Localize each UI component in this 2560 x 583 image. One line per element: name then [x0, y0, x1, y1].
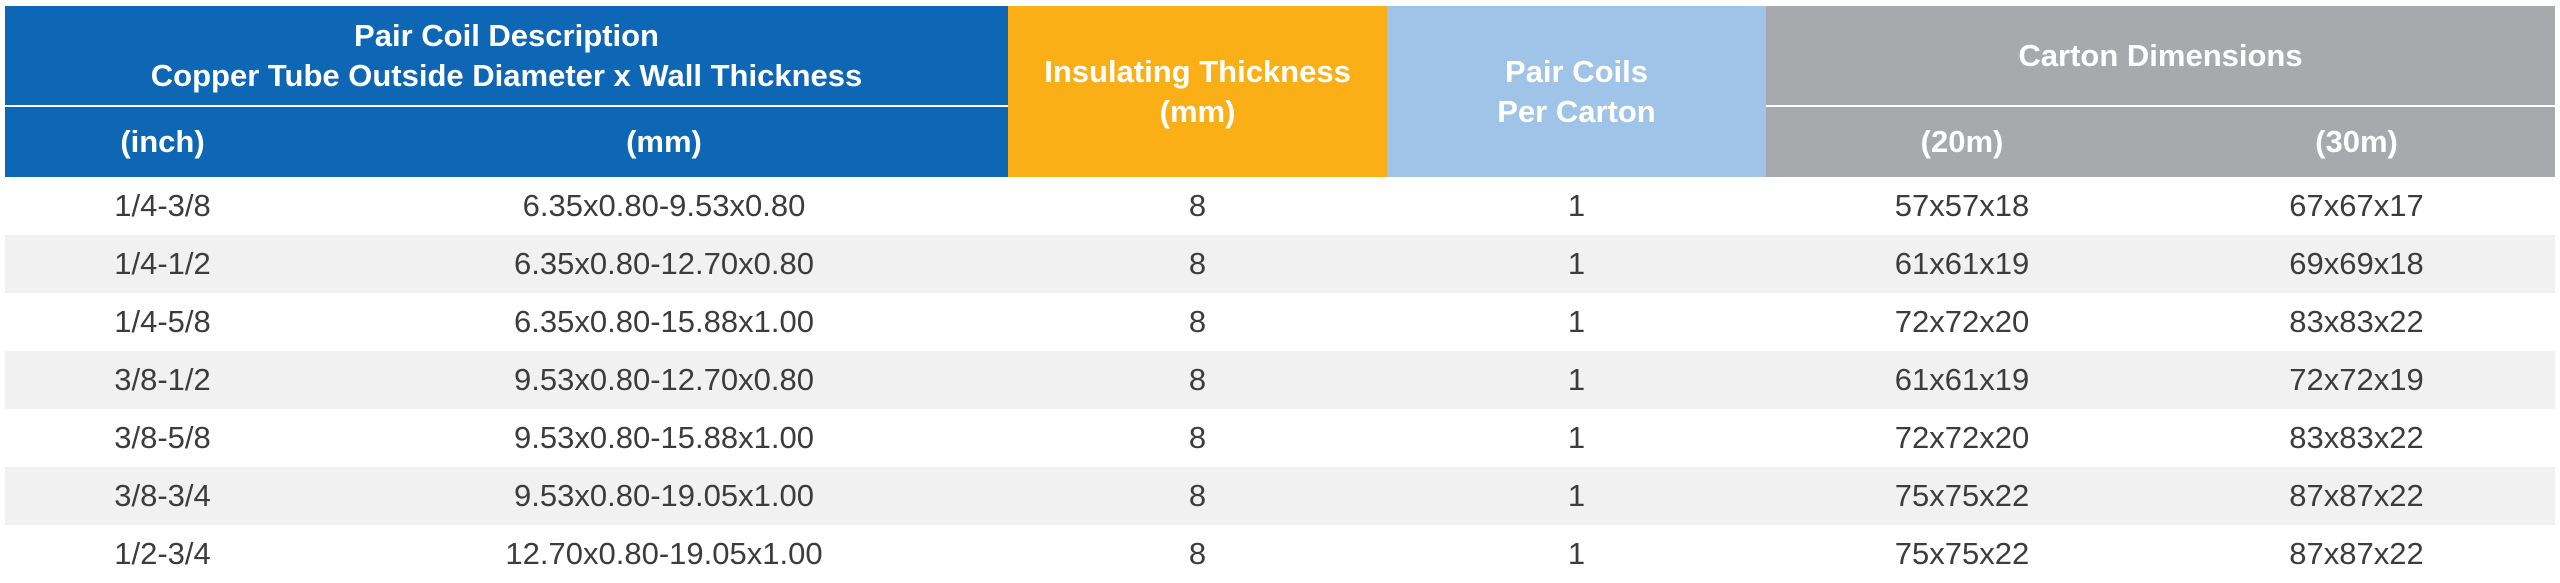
cell-pair-coils: 1	[1387, 293, 1767, 351]
cell-insulating: 8	[1008, 467, 1388, 525]
cell-carton-30m: 83x83x22	[2158, 293, 2556, 351]
cell-pair-coils: 1	[1387, 525, 1767, 583]
cell-pair-coils: 1	[1387, 177, 1767, 235]
header-insulating-line2: (mm)	[1159, 93, 1236, 129]
cell-carton-20m: 57x57x18	[1766, 177, 2159, 235]
cell-pair-coils: 1	[1387, 467, 1767, 525]
header-insulating-thickness: Insulating Thickness (mm)	[1008, 6, 1388, 177]
header-30m: (30m)	[2158, 106, 2556, 177]
table-header: Pair Coil Description Copper Tube Outsid…	[5, 6, 2556, 177]
cell-inch: 1/4-5/8	[5, 293, 320, 351]
cell-pair-coils: 1	[1387, 235, 1767, 293]
cell-mm: 9.53x0.80-12.70x0.80	[320, 351, 1009, 409]
table-row: 1/2-3/4 12.70x0.80-19.05x1.00 8 1 75x75x…	[5, 525, 2556, 583]
cell-carton-30m: 83x83x22	[2158, 409, 2556, 467]
cell-carton-30m: 72x72x19	[2158, 351, 2556, 409]
cell-carton-20m: 61x61x19	[1766, 235, 2159, 293]
cell-carton-20m: 72x72x20	[1766, 409, 2159, 467]
cell-insulating: 8	[1008, 177, 1388, 235]
cell-mm: 9.53x0.80-15.88x1.00	[320, 409, 1009, 467]
table-body: 1/4-3/8 6.35x0.80-9.53x0.80 8 1 57x57x18…	[5, 177, 2556, 583]
header-mm: (mm)	[320, 106, 1009, 177]
table-row: 1/4-1/2 6.35x0.80-12.70x0.80 8 1 61x61x1…	[5, 235, 2556, 293]
cell-carton-20m: 61x61x19	[1766, 351, 2159, 409]
cell-carton-30m: 67x67x17	[2158, 177, 2556, 235]
table-row: 1/4-5/8 6.35x0.80-15.88x1.00 8 1 72x72x2…	[5, 293, 2556, 351]
cell-mm: 6.35x0.80-9.53x0.80	[320, 177, 1009, 235]
cell-carton-20m: 72x72x20	[1766, 293, 2159, 351]
table-row: 3/8-5/8 9.53x0.80-15.88x1.00 8 1 72x72x2…	[5, 409, 2556, 467]
pair-coil-spec-table: Pair Coil Description Copper Tube Outsid…	[5, 6, 2556, 583]
header-20m: (20m)	[1766, 106, 2159, 177]
table-row: 1/4-3/8 6.35x0.80-9.53x0.80 8 1 57x57x18…	[5, 177, 2556, 235]
cell-carton-30m: 69x69x18	[2158, 235, 2556, 293]
cell-inch: 3/8-5/8	[5, 409, 320, 467]
cell-pair-coils: 1	[1387, 351, 1767, 409]
cell-inch: 1/4-3/8	[5, 177, 320, 235]
cell-mm: 12.70x0.80-19.05x1.00	[320, 525, 1009, 583]
cell-inch: 1/2-3/4	[5, 525, 320, 583]
spec-table-container: Pair Coil Description Copper Tube Outsid…	[5, 6, 2556, 583]
cell-inch: 1/4-1/2	[5, 235, 320, 293]
cell-inch: 3/8-3/4	[5, 467, 320, 525]
header-insulating-line1: Insulating Thickness	[1044, 53, 1351, 89]
cell-insulating: 8	[1008, 409, 1388, 467]
header-pair-coils-per-carton: Pair Coils Per Carton	[1387, 6, 1767, 177]
cell-pair-coils: 1	[1387, 409, 1767, 467]
cell-insulating: 8	[1008, 293, 1388, 351]
cell-inch: 3/8-1/2	[5, 351, 320, 409]
header-pair-coil-title: Pair Coil Description	[354, 17, 659, 53]
header-pair-coil-description: Pair Coil Description Copper Tube Outsid…	[5, 6, 1009, 107]
header-carton-dimensions: Carton Dimensions	[1766, 6, 2556, 107]
cell-carton-30m: 87x87x22	[2158, 525, 2556, 583]
cell-insulating: 8	[1008, 235, 1388, 293]
cell-carton-20m: 75x75x22	[1766, 467, 2159, 525]
cell-insulating: 8	[1008, 525, 1388, 583]
cell-mm: 6.35x0.80-15.88x1.00	[320, 293, 1009, 351]
cell-insulating: 8	[1008, 351, 1388, 409]
table-row: 3/8-3/4 9.53x0.80-19.05x1.00 8 1 75x75x2…	[5, 467, 2556, 525]
header-pair-coil-subtitle: Copper Tube Outside Diameter x Wall Thic…	[150, 57, 863, 93]
table-row: 3/8-1/2 9.53x0.80-12.70x0.80 8 1 61x61x1…	[5, 351, 2556, 409]
cell-carton-20m: 75x75x22	[1766, 525, 2159, 583]
cell-mm: 9.53x0.80-19.05x1.00	[320, 467, 1009, 525]
cell-mm: 6.35x0.80-12.70x0.80	[320, 235, 1009, 293]
header-pair-coils-line1: Pair Coils	[1505, 53, 1649, 89]
header-inch: (inch)	[5, 106, 320, 177]
cell-carton-30m: 87x87x22	[2158, 467, 2556, 525]
header-pair-coils-line2: Per Carton	[1497, 93, 1656, 129]
